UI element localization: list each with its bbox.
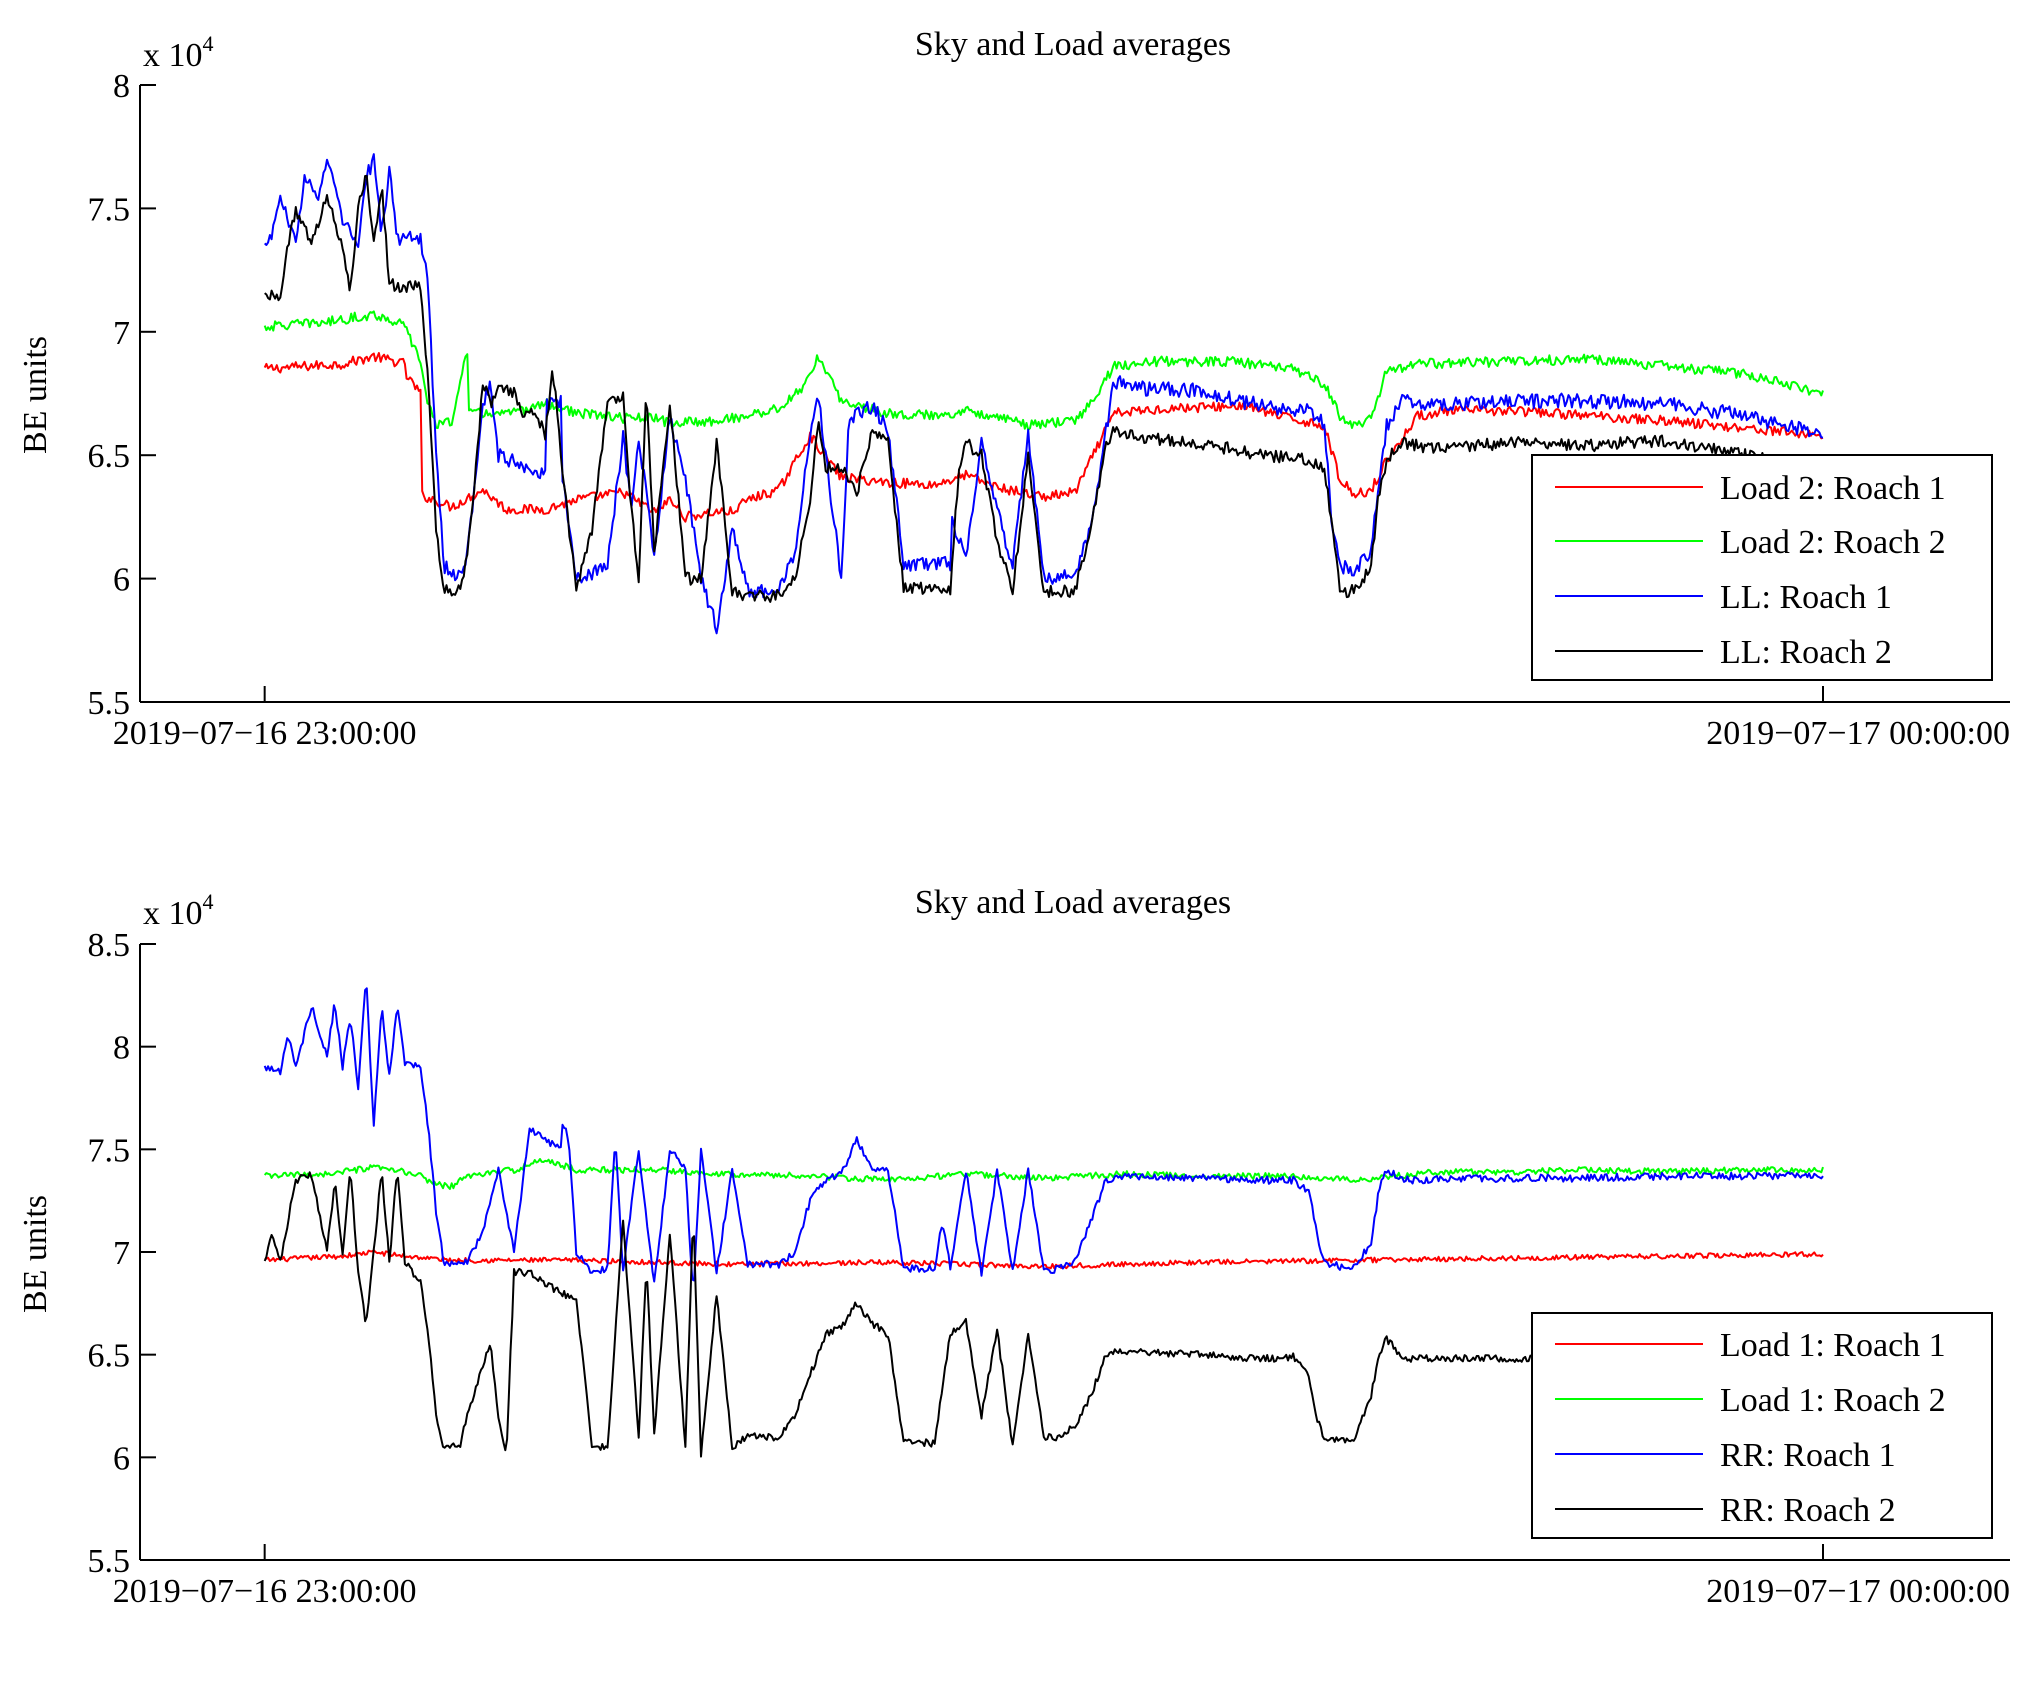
exponent-prefix: x 10: [143, 37, 203, 74]
exponent-power: 4: [203, 31, 214, 56]
axes: [139, 85, 2010, 703]
chart-bottom: Sky and Load averages BE units x 104 5.5…: [17, 884, 2010, 1610]
legend: Load 1: Roach 1 Load 1: Roach 2 RR: Roac…: [1531, 1312, 1993, 1539]
series-line: [264, 174, 1824, 603]
legend-entry: LL: Roach 2: [1555, 634, 1892, 671]
legend-entry: RR: Roach 1: [1555, 1437, 1896, 1474]
y-tick-label: 8: [113, 68, 130, 105]
y-tick-label: 5.5: [88, 1543, 131, 1580]
series-lines: [263, 153, 1824, 635]
legend-entry: Load 2: Roach 2: [1555, 524, 1946, 561]
legend-label: RR: Roach 1: [1720, 1437, 1896, 1474]
chart-title: Sky and Load averages: [915, 884, 1231, 921]
series-line: [264, 153, 1824, 635]
y-tick-label: 7: [113, 1235, 130, 1272]
legend: Load 2: Roach 1 Load 2: Roach 2 LL: Roac…: [1531, 454, 1993, 681]
legend-label: RR: Roach 2: [1720, 1492, 1896, 1529]
series-line: [263, 987, 1824, 1283]
y-tick-label: 5.5: [88, 685, 131, 722]
legend-label: Load 1: Roach 2: [1720, 1382, 1946, 1419]
exponent-prefix: x 10: [143, 895, 203, 932]
legend-label: LL: Roach 1: [1720, 579, 1892, 616]
legend-entry: Load 1: Roach 1: [1555, 1327, 1946, 1364]
y-tick-label: 8.5: [88, 927, 131, 964]
y-tick-label: 6: [113, 1440, 130, 1477]
ticks: 5.5 6 6.5 7 7.5 8 8.5 2019−07−16 23:00:00 2019−0…: [88, 927, 2011, 1610]
legend-label: Load 2: Roach 2: [1720, 524, 1946, 561]
exponent-power: 4: [203, 889, 214, 914]
legend-entry: LL: Roach 1: [1555, 579, 1892, 616]
legend-label: Load 1: Roach 1: [1720, 1327, 1946, 1364]
exponent-label: x 104: [143, 31, 214, 74]
legend-label: LL: Roach 2: [1720, 634, 1892, 671]
y-tick-label: 6: [113, 562, 130, 599]
y-tick-label: 6.5: [88, 438, 131, 475]
y-tick-label: 8: [113, 1030, 130, 1067]
legend-box: [1531, 1312, 1993, 1539]
series-line: [263, 352, 1824, 523]
chart-title: Sky and Load averages: [915, 26, 1231, 63]
series-line: [263, 1158, 1824, 1190]
legend-entry: RR: Roach 2: [1555, 1492, 1896, 1529]
x-tick-label: 2019−07−17 00:00:00: [1706, 1573, 2010, 1610]
x-tick-label: 2019−07−16 23:00:00: [113, 1573, 417, 1610]
chart-top: Sky and Load averages BE units x 104 5.5…: [17, 26, 2010, 752]
y-axis-label: BE units: [17, 336, 54, 454]
legend-entry: Load 2: Roach 1: [1555, 470, 1946, 507]
y-tick-label: 7.5: [88, 191, 131, 228]
legend-label: Load 2: Roach 1: [1720, 470, 1946, 507]
y-tick-label: 7: [113, 315, 130, 352]
x-tick-label: 2019−07−16 23:00:00: [113, 715, 417, 752]
series-line: [263, 310, 1824, 431]
exponent-label: x 104: [143, 889, 214, 932]
legend-entry: Load 1: Roach 2: [1555, 1382, 1946, 1419]
y-axis-label: BE units: [17, 1195, 54, 1313]
legend-box: [1531, 454, 1993, 681]
y-tick-label: 6.5: [88, 1338, 131, 1375]
x-tick-label: 2019−07−17 00:00:00: [1706, 715, 2010, 752]
ticks: 5.5 6 6.5 7 7.5 8 2019−07−16 23:00:00 2019−07−1…: [88, 68, 2011, 752]
y-tick-label: 7.5: [88, 1132, 131, 1169]
